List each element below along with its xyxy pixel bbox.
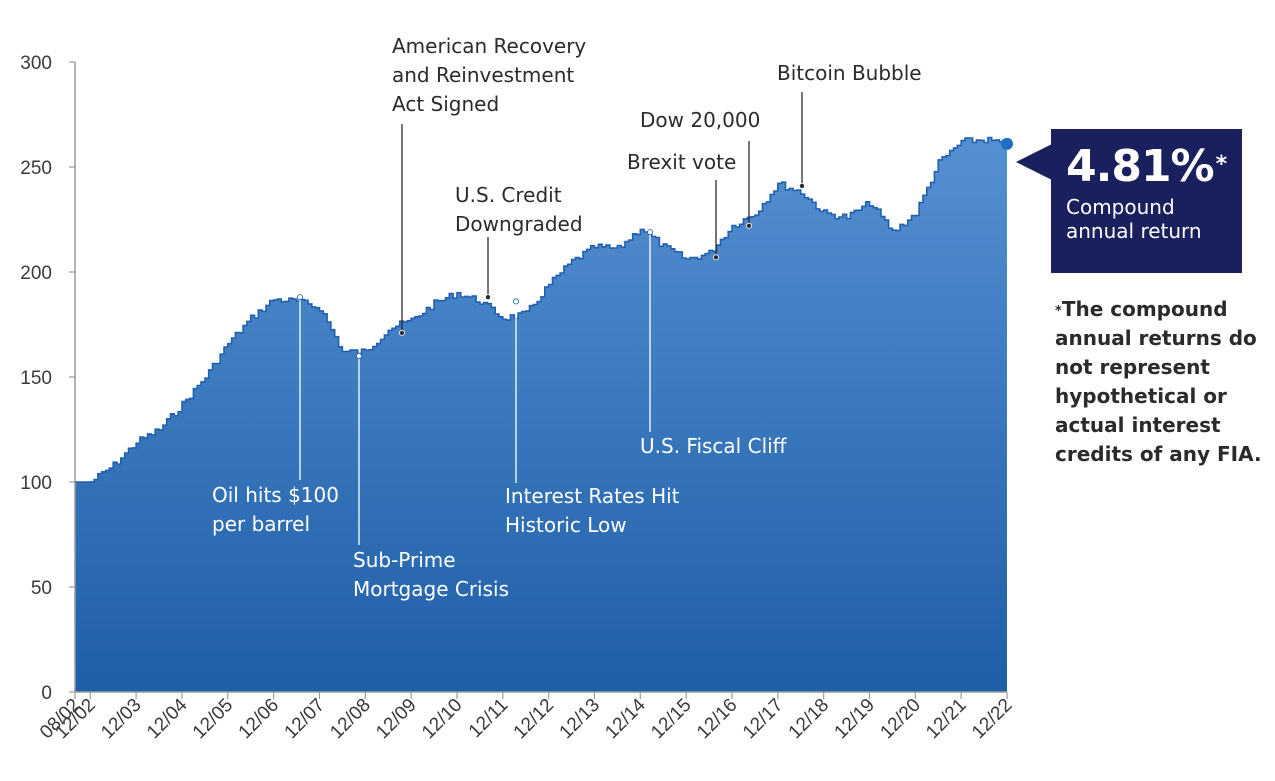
annotation-label: Interest Rates Hit xyxy=(505,484,680,508)
annotation-label: Brexit vote xyxy=(627,150,736,174)
x-tick-label: 12/18 xyxy=(785,695,833,743)
series-line xyxy=(75,136,1008,483)
annotation-dot xyxy=(746,222,753,229)
annotation-dot xyxy=(355,352,362,359)
callout-asterisk: * xyxy=(1215,152,1227,177)
y-tick-label: 250 xyxy=(20,158,52,179)
x-tick-label: 12/10 xyxy=(418,695,466,743)
x-tick-label: 12/15 xyxy=(647,695,695,743)
annotation-dot xyxy=(713,254,720,261)
annotation-label: Downgraded xyxy=(455,212,583,236)
y-axis-ticks: 0 50 100 150 200 250 300 xyxy=(20,53,75,704)
annotation-label: Act Signed xyxy=(392,92,499,116)
annotation-dot xyxy=(799,182,806,189)
x-tick-label: 12/13 xyxy=(556,695,604,743)
footnote: *The compound annual returns do not repr… xyxy=(1055,295,1270,469)
x-tick-label: 12/08 xyxy=(326,695,374,743)
annotation-dot xyxy=(296,294,303,301)
x-tick-label: 12/14 xyxy=(601,694,650,743)
annotation-dot xyxy=(398,329,405,336)
x-tick-label: 12/16 xyxy=(693,695,741,743)
y-tick-label: 100 xyxy=(20,473,52,494)
annotation-label: per barrel xyxy=(212,512,310,536)
annotation-label: Mortgage Crisis xyxy=(353,577,509,601)
x-tick-label: 12/17 xyxy=(739,695,787,743)
annotation-dot xyxy=(484,294,491,301)
x-tick-label: 12/03 xyxy=(97,695,145,743)
y-tick-label: 50 xyxy=(31,578,52,599)
x-tick-label: 12/21 xyxy=(922,695,970,743)
x-tick-label: 12/06 xyxy=(235,695,283,743)
return-callout: 4.81%* Compound annual return xyxy=(1051,129,1242,273)
x-tick-label: 12/19 xyxy=(831,695,879,743)
x-axis-ticks: 08/0212/0212/0312/0412/0512/0612/0712/08… xyxy=(36,692,1017,743)
callout-pointer xyxy=(1016,144,1052,180)
callout-value-text: 4.81% xyxy=(1066,141,1215,192)
annotation-label: American Recovery xyxy=(392,34,586,58)
annotation-label: Sub-Prime xyxy=(353,548,456,572)
annotation-label: and Reinvestment xyxy=(392,63,574,87)
series-area-fill xyxy=(75,137,1007,693)
footnote-text: The compound annual returns do not repre… xyxy=(1055,297,1262,466)
annotation-leaders xyxy=(296,92,806,545)
series-end-marker xyxy=(1001,137,1013,150)
callout-label-line2: annual return xyxy=(1066,219,1202,243)
callout-label-line1: Compound xyxy=(1066,195,1175,219)
y-tick-label: 200 xyxy=(20,263,52,284)
x-tick-label: 12/07 xyxy=(281,695,329,743)
annotation-dot xyxy=(647,229,654,236)
annotation-label: U.S. Credit xyxy=(455,183,562,207)
x-tick-label: 12/11 xyxy=(465,695,512,742)
x-tick-label: 12/09 xyxy=(372,695,420,743)
callout-value: 4.81%* xyxy=(1066,143,1242,191)
annotation-labels: Oil hits $100 per barrel Sub-Prime Mortgage… xyxy=(212,34,922,601)
annotation-label: Bitcoin Bubble xyxy=(777,61,922,85)
x-tick-label: 12/20 xyxy=(876,695,924,743)
x-tick-label: 12/12 xyxy=(510,695,558,743)
x-tick-label: 12/22 xyxy=(968,695,1016,743)
annotation-label: U.S. Fiscal Cliff xyxy=(640,434,788,458)
annotation-label: Oil hits $100 xyxy=(212,483,339,507)
x-tick-label: 12/04 xyxy=(143,694,192,743)
annotation-dot xyxy=(513,298,520,305)
annotation-label: Dow 20,000 xyxy=(640,108,760,132)
annotation-label: Historic Low xyxy=(505,513,627,537)
y-tick-label: 150 xyxy=(20,368,52,389)
y-tick-label: 300 xyxy=(20,53,52,74)
callout-label: Compound annual return xyxy=(1066,195,1242,243)
x-tick-label: 12/05 xyxy=(189,695,237,743)
footnote-asterisk: * xyxy=(1055,304,1062,319)
y-tick-label: 0 xyxy=(41,683,52,704)
